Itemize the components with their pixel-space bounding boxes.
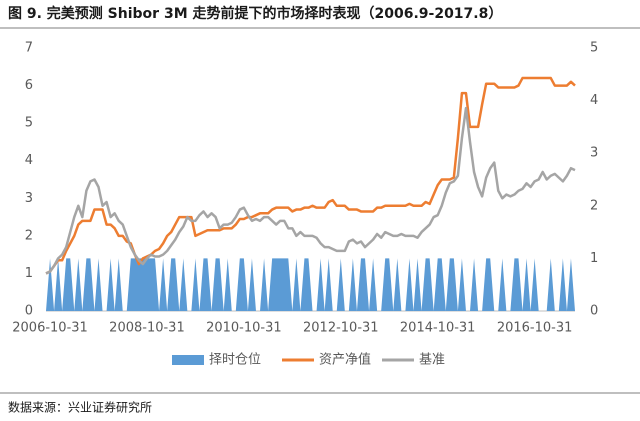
legend-label: 基准 [419,353,445,368]
y-tick-label: 6 [25,78,33,93]
x-tick-label: 2014-10-31 [400,321,476,336]
y2-tick-label: 0 [590,304,598,319]
line [45,106,576,275]
y-tick-label: 7 [25,41,33,56]
legend-label: 择时仓位 [209,353,261,368]
x-tick-label: 2016-10-31 [497,321,573,336]
x-tick-label: 2008-10-31 [109,321,185,336]
chart-title: 图 9. 完美预测 Shibor 3M 走势前提下的市场择时表现（2006.9-… [8,5,502,22]
y2-tick-label: 2 [590,198,598,213]
y-tick-label: 0 [25,304,33,319]
y2-tick-label: 4 [590,93,598,108]
x-tick-label: 2010-10-31 [206,321,282,336]
legend-swatch [172,355,204,365]
y2-tick-label: 3 [590,146,598,161]
x-tick-label: 2006-10-31 [12,321,88,336]
legend-label: 资产净值 [319,352,371,368]
y-tick-label: 1 [25,266,33,281]
source: 数据来源：兴业证券研究所 [8,400,152,415]
y2-tick-label: 5 [590,41,598,56]
y-tick-label: 5 [25,116,33,131]
y2-tick-label: 1 [590,251,598,266]
y-tick-label: 4 [25,153,33,168]
y-tick-label: 2 [25,228,33,243]
area [46,258,575,311]
x-tick-label: 2012-10-31 [303,321,379,336]
y-tick-label: 3 [25,191,33,206]
